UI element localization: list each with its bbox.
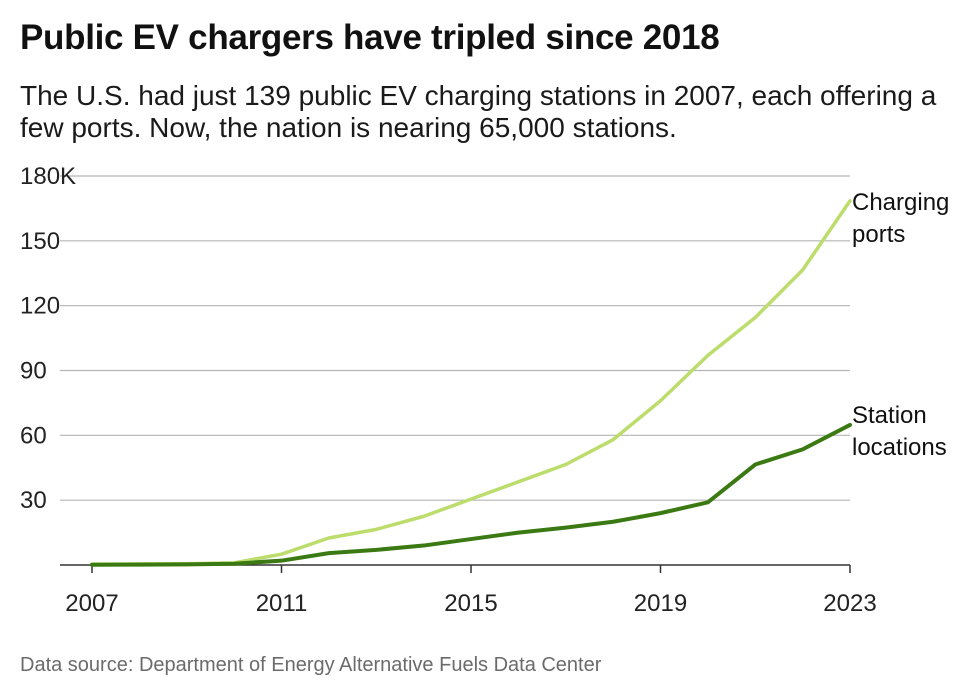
x-tick-label: 2011: [256, 590, 308, 617]
axes: 30 60 90 120 150 180K 2007 2011 2015 2019 2023: [20, 163, 877, 617]
gridlines: [60, 175, 850, 501]
y-tick-label: 90: [20, 358, 47, 385]
x-tick-label: 2019: [634, 590, 687, 617]
y-tick-label: 30: [20, 487, 47, 514]
x-tick-label: 2007: [65, 590, 118, 617]
y-tick-label: 60: [20, 422, 47, 449]
chart-title: Public EV chargers have tripled since 20…: [20, 18, 720, 57]
chart-subtitle: The U.S. had just 139 public EV charging…: [20, 80, 937, 143]
y-tick-label: 180K: [20, 163, 76, 190]
y-tick-label: 150: [20, 228, 60, 255]
x-tick-label: 2015: [444, 590, 497, 617]
data-source-note: Data source: Department of Energy Altern…: [20, 654, 602, 676]
series-labels: Charging ports Station locations: [852, 189, 949, 461]
y-tick-label: 120: [20, 293, 60, 320]
series-line-0: [90, 199, 852, 566]
series-line-1: [90, 422, 852, 567]
series-lines: [90, 199, 852, 567]
series-label-0: Charging ports: [852, 189, 949, 248]
x-tick-label: 2023: [823, 590, 876, 617]
series-label-1: Station locations: [852, 402, 947, 461]
